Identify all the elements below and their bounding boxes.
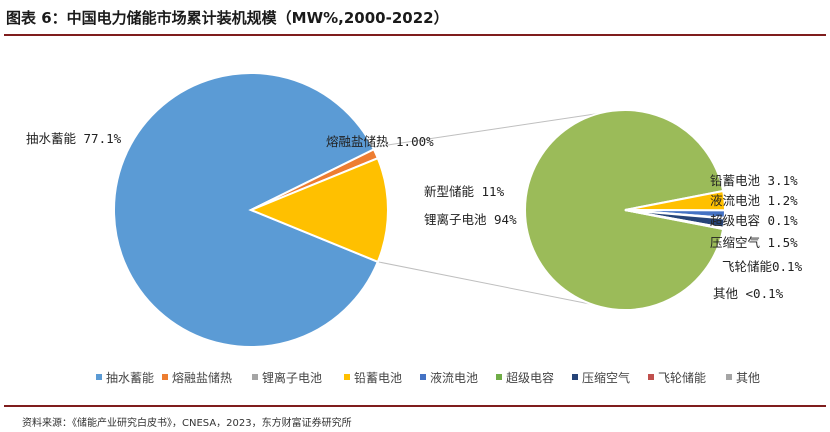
label-new-storage: 新型储能 11% [424, 184, 505, 199]
legend-swatch-caes [572, 374, 578, 380]
connector-line-bottom [377, 261, 616, 310]
legend-swatch-supercap [496, 374, 502, 380]
slice-pumped-hydro [113, 72, 380, 348]
legend-swatch-flywheel [648, 374, 654, 380]
sub-pie [524, 109, 727, 311]
connector-line-top [372, 110, 616, 148]
legend-swatch-lithium [252, 374, 258, 380]
legend-swatch-flow [420, 374, 426, 380]
legend-item-supercap: 超级电容 [506, 370, 554, 385]
label-molten-salt: 熔融盐储热 1.00% [326, 134, 434, 149]
legend-swatch-other [726, 374, 732, 380]
slice-new-storage [248, 156, 389, 264]
source-note: 资料来源：《储能产业研究白皮书》，CNESA，2023，东方财富证券研究所 [22, 418, 352, 429]
label-compressed-air: 压缩空气 1.5% [710, 235, 798, 250]
label-flow-battery: 液流电池 1.2% [710, 193, 798, 208]
legend-item-flywheel: 飞轮储能 [658, 370, 706, 385]
label-pumped-hydro: 抽水蓄能 77.1% [26, 131, 122, 146]
legend-item-lead: 铅蓄电池 [354, 371, 402, 385]
label-lithium-ion: 锂离子电池 94% [424, 212, 517, 227]
legend: 抽水蓄能 熔融盐储热 锂离子电池 铅蓄电池 液流电池 超级电容 压缩空气 飞轮储… [96, 370, 760, 385]
legend-item-pumped: 抽水蓄能 [106, 371, 154, 385]
legend-swatch-lead [344, 374, 350, 380]
legend-item-caes: 压缩空气 [582, 370, 630, 385]
legend-item-other: 其他 [736, 371, 760, 385]
pie-of-pie-chart: 抽水蓄能 77.1% 熔融盐储热 1.00% 新型储能 11% 锂离子电池 94… [26, 72, 803, 385]
legend-item-flow: 液流电池 [430, 370, 478, 385]
title-divider [4, 34, 826, 36]
label-other: 其他 <0.1% [713, 286, 784, 301]
legend-swatch-molten [162, 374, 168, 380]
slice-other [624, 209, 725, 231]
slice-lithium-ion [524, 109, 725, 311]
main-pie [113, 72, 389, 348]
label-supercapacitor: 超级电容 0.1% [710, 213, 798, 228]
legend-item-lithium: 锂离子电池 [262, 370, 322, 385]
footer-divider [4, 405, 826, 407]
page-title: 图表 6：中国电力储能市场累计装机规模（MW%,2000-2022） [6, 9, 449, 27]
label-lead-acid: 铅蓄电池 3.1% [710, 173, 798, 188]
legend-item-molten: 熔融盐储热 [172, 370, 232, 385]
legend-swatch-pumped [96, 374, 102, 380]
label-flywheel: 飞轮储能0.1% [722, 259, 803, 274]
